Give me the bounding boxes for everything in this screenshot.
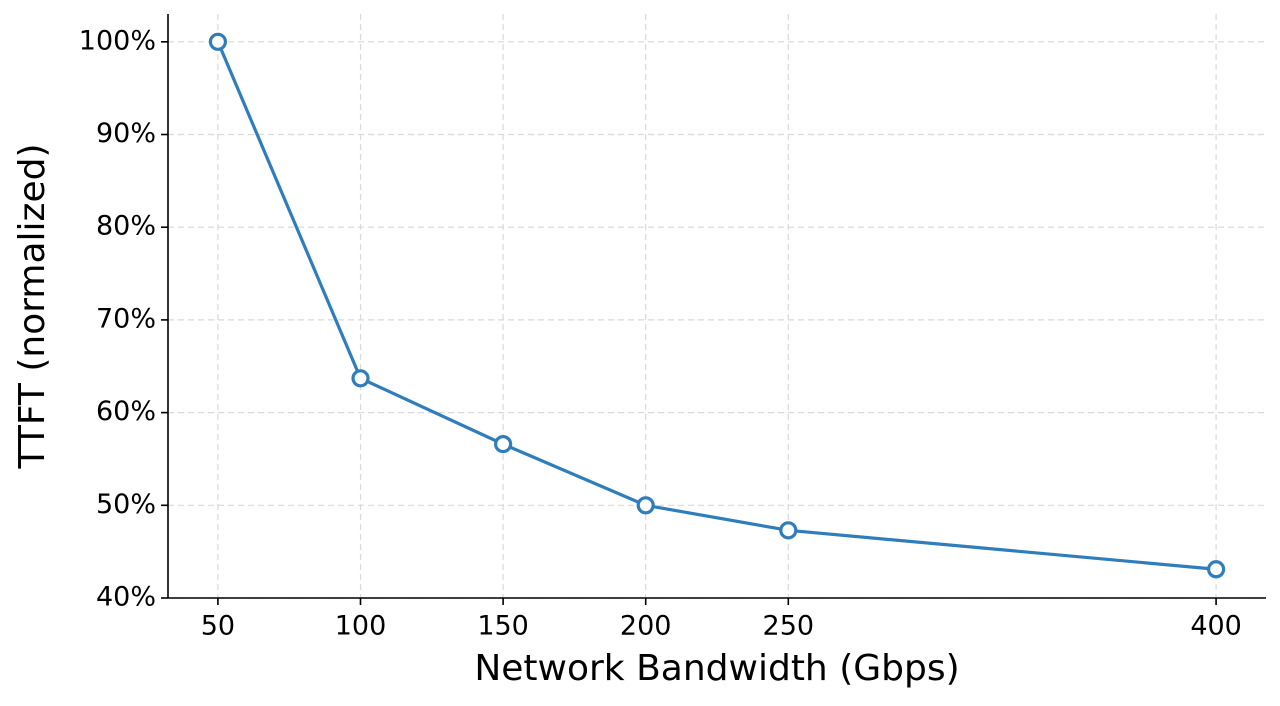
- marker: [351, 369, 370, 388]
- line: [216, 41, 1217, 571]
- marker: [494, 435, 513, 454]
- x-tick-label: 200: [620, 611, 672, 642]
- x-tick-label: 250: [763, 611, 815, 642]
- y-tick-label: 80%: [96, 211, 156, 242]
- marker: [1206, 560, 1226, 579]
- x-tick-label: 400: [1190, 611, 1242, 642]
- y-tick-label: 60%: [96, 396, 156, 427]
- x-tick-label: 100: [335, 611, 387, 642]
- marker: [208, 32, 228, 51]
- y-tick-label: 70%: [96, 303, 156, 334]
- marker: [636, 496, 655, 515]
- x-axis-label: Network Bandwidth (Gbps): [474, 648, 959, 689]
- y-tick-label: 90%: [96, 118, 156, 149]
- x-tick-label: 50: [201, 611, 235, 642]
- y-tick-label: 50%: [96, 489, 156, 520]
- marker: [779, 521, 798, 540]
- y-tick-label: 100%: [79, 25, 156, 56]
- x-tick-label: 150: [477, 611, 529, 642]
- y-axis-label: TTFT (normalized): [12, 144, 53, 470]
- y-tick-label: 40%: [96, 582, 156, 613]
